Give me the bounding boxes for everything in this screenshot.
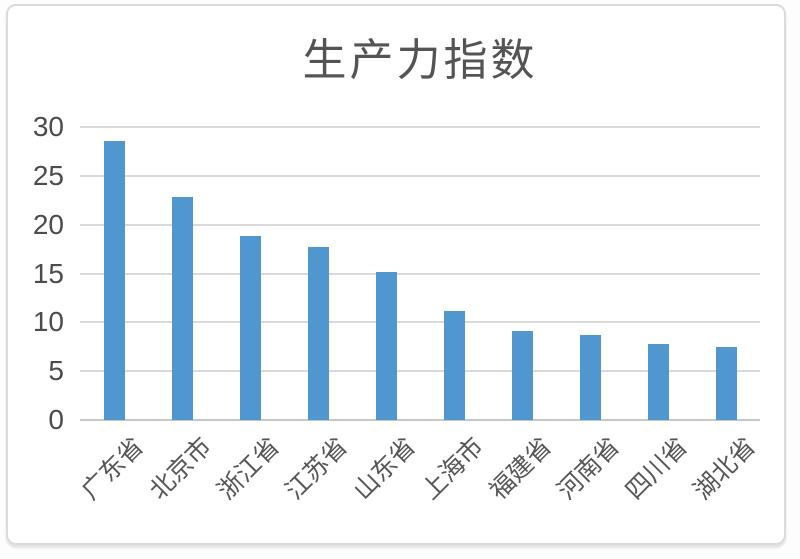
bar-山东省 [375,271,397,420]
x-category-label: 湖北省 [688,433,762,506]
bar-湖北省 [715,346,737,420]
y-tick-label: 20 [32,208,64,240]
bar-浙江省 [239,236,261,420]
x-category-label: 江苏省 [280,433,354,506]
bar-上海市 [443,310,465,420]
y-tick-label: 30 [32,111,64,142]
y-tick-label: 5 [48,355,64,387]
y-tick-label: 0 [48,404,64,435]
x-category-label: 上海市 [416,433,490,506]
bar-北京市 [171,197,193,420]
x-category-label: 北京市 [144,433,218,506]
x-category-label: 河南省 [552,433,626,506]
plot-area [80,126,760,421]
gridline [80,174,760,177]
gridline [80,272,760,275]
chart-title: 生产力指数 [302,36,538,85]
x-category-label: 山东省 [348,433,422,506]
gridline [80,126,760,128]
x-category-label: 福建省 [484,433,558,506]
x-axis-line [80,419,760,421]
bar-福建省 [511,331,533,420]
gridline [80,223,760,226]
y-tick-label: 25 [32,159,64,191]
gridline [80,321,760,324]
y-tick-label: 15 [32,257,64,289]
y-tick-label: 10 [32,306,64,338]
x-category-label: 广东省 [76,433,150,506]
bar-河南省 [579,335,601,420]
x-category-label: 四川省 [620,433,694,506]
x-category-label: 浙江省 [212,433,286,506]
x-axis: 广东省 北京市 浙江省 江苏省 山东省 上海市 福建省 河南省 四川省 湖北省 [76,433,762,543]
bar-江苏省 [307,247,329,420]
y-axis: 0 5 10 15 20 25 30 [0,113,64,434]
bar-四川省 [647,343,669,420]
bar-广东省 [103,140,125,420]
gridline [80,370,760,373]
